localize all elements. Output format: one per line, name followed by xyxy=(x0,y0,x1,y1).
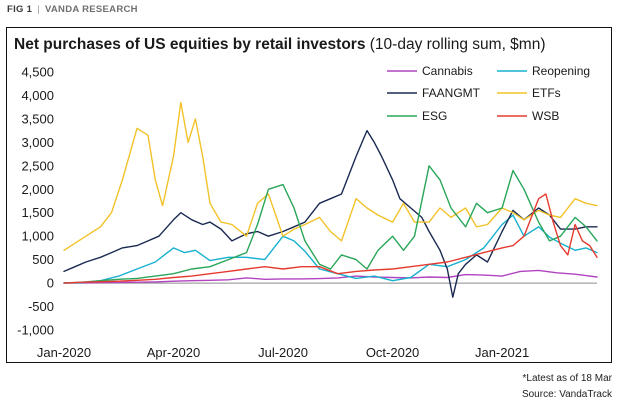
x-tick-label: Oct-2020 xyxy=(366,345,419,360)
x-tick-label: Apr-2020 xyxy=(147,345,200,360)
y-tick-label: 0 xyxy=(47,276,54,291)
x-tick-label: Jan-2020 xyxy=(37,345,91,360)
series-line-cannabis xyxy=(63,269,598,284)
legend-bg-faangmt xyxy=(385,86,485,100)
series-line-wsb xyxy=(63,193,598,284)
chart-title: Net purchases of US equities by retail i… xyxy=(14,36,546,54)
y-tick-label: 500 xyxy=(32,252,54,267)
legend-label-reopening: Reopening xyxy=(532,64,590,78)
figure-number: FIG 1 xyxy=(7,4,33,15)
series-line-esg xyxy=(63,165,598,284)
legend-label-wsb: WSB xyxy=(532,109,559,123)
y-tick-label: 3,000 xyxy=(21,135,54,150)
y-tick-label: 4,500 xyxy=(21,65,54,80)
legend-bg-etfs xyxy=(495,86,595,100)
chart-frame: Net purchases of US equities by retail i… xyxy=(6,27,612,363)
legend-label-esg: ESG xyxy=(422,109,447,123)
y-tick-label: -1,000 xyxy=(17,323,54,338)
y-tick-label: 2,000 xyxy=(21,182,54,197)
y-tick-label: 2,500 xyxy=(21,158,54,173)
footnote-latest: *Latest as of 18 Mar xyxy=(522,373,613,384)
legend-label-cannabis: Cannabis xyxy=(422,64,473,78)
y-tick-label: 4,000 xyxy=(21,88,54,103)
y-tick-label: 1,500 xyxy=(21,205,54,220)
y-tick-label: -500 xyxy=(28,299,54,314)
y-tick-label: 3,500 xyxy=(21,111,54,126)
footnote-source: Source: VandaTrack xyxy=(521,389,612,400)
series-line-etfs xyxy=(63,101,598,252)
legend-label-etfs: ETFs xyxy=(532,86,561,100)
figure-separator: | xyxy=(37,4,40,15)
legend-bg-wsb xyxy=(495,109,595,123)
research-brand: VANDA RESEARCH xyxy=(44,4,138,15)
figure-label: FIG 1 | VANDA RESEARCH xyxy=(7,4,138,15)
legend-bg-reopening xyxy=(495,64,595,78)
legend-label-faangmt: FAANGMT xyxy=(422,86,481,100)
x-tick-label: Jan-2021 xyxy=(475,345,529,360)
line-chart: -1,000 -500 0 500 1,000 1,500 2,000 2,500 3,000 3… xyxy=(17,64,598,360)
series-line-faangmt xyxy=(63,129,598,298)
legend-bg-cannabis xyxy=(385,64,485,78)
chart-title-main: Net purchases of US equities by retail i… xyxy=(14,36,366,53)
chart-subtitle: (10-day rolling sum, $mn) xyxy=(369,36,546,53)
y-tick-label: 1,000 xyxy=(21,229,54,244)
legend-bg-esg xyxy=(385,109,485,123)
x-tick-label: Jul-2020 xyxy=(258,345,308,360)
